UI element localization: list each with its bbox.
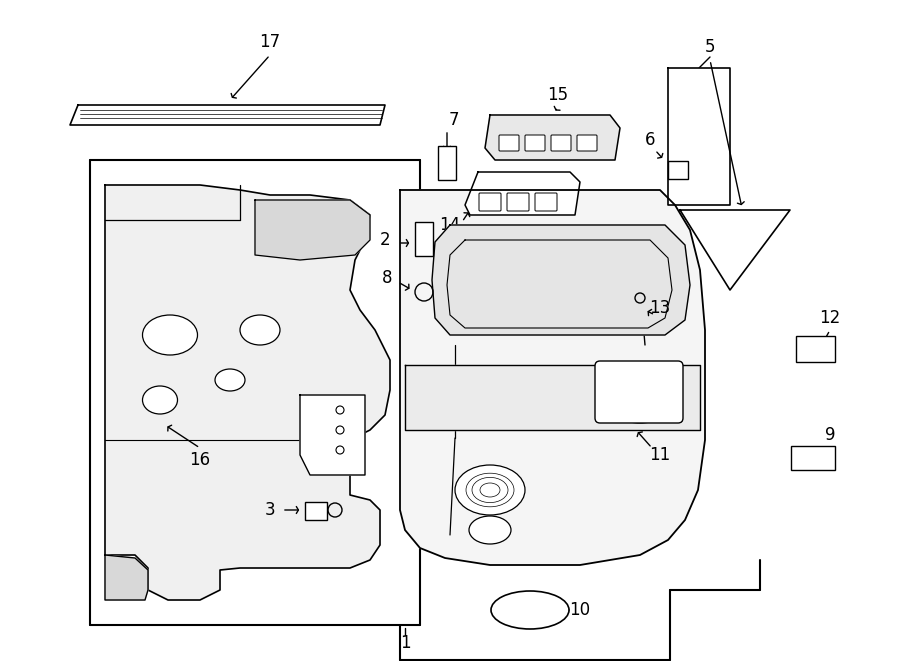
Ellipse shape xyxy=(455,465,525,515)
Polygon shape xyxy=(255,200,370,260)
Text: 15: 15 xyxy=(547,86,569,104)
Polygon shape xyxy=(400,190,705,565)
Ellipse shape xyxy=(613,393,668,423)
Text: 4: 4 xyxy=(305,446,315,464)
Text: 14: 14 xyxy=(439,216,460,234)
Text: 3: 3 xyxy=(265,501,275,519)
FancyBboxPatch shape xyxy=(415,222,433,256)
Ellipse shape xyxy=(142,315,197,355)
FancyBboxPatch shape xyxy=(479,193,501,211)
Text: 16: 16 xyxy=(189,451,211,469)
FancyBboxPatch shape xyxy=(305,502,327,520)
Text: 5: 5 xyxy=(705,38,716,56)
Polygon shape xyxy=(405,365,700,430)
FancyBboxPatch shape xyxy=(595,361,683,423)
Polygon shape xyxy=(465,172,580,215)
Text: 7: 7 xyxy=(449,111,459,129)
FancyBboxPatch shape xyxy=(668,161,688,179)
Polygon shape xyxy=(485,115,620,160)
Polygon shape xyxy=(680,210,790,290)
Text: 11: 11 xyxy=(650,446,670,464)
FancyBboxPatch shape xyxy=(525,135,545,151)
Text: 1: 1 xyxy=(400,634,410,652)
Polygon shape xyxy=(105,185,390,600)
Text: 6: 6 xyxy=(644,131,655,149)
FancyBboxPatch shape xyxy=(499,135,519,151)
Text: 10: 10 xyxy=(570,601,590,619)
Text: 17: 17 xyxy=(259,33,281,51)
Text: 8: 8 xyxy=(382,269,392,287)
Text: 9: 9 xyxy=(824,426,835,444)
Polygon shape xyxy=(105,555,148,600)
Polygon shape xyxy=(300,395,365,475)
Ellipse shape xyxy=(240,315,280,345)
FancyBboxPatch shape xyxy=(796,336,835,362)
FancyBboxPatch shape xyxy=(535,193,557,211)
FancyBboxPatch shape xyxy=(791,446,835,470)
FancyBboxPatch shape xyxy=(438,146,456,180)
Ellipse shape xyxy=(142,386,177,414)
Polygon shape xyxy=(70,105,385,125)
Text: 13: 13 xyxy=(650,299,670,317)
Text: 12: 12 xyxy=(819,309,841,327)
Ellipse shape xyxy=(215,369,245,391)
Text: 2: 2 xyxy=(380,231,391,249)
Polygon shape xyxy=(432,225,690,335)
FancyBboxPatch shape xyxy=(507,193,529,211)
FancyBboxPatch shape xyxy=(577,135,597,151)
FancyBboxPatch shape xyxy=(551,135,571,151)
Ellipse shape xyxy=(491,591,569,629)
Polygon shape xyxy=(668,68,730,205)
Ellipse shape xyxy=(469,516,511,544)
